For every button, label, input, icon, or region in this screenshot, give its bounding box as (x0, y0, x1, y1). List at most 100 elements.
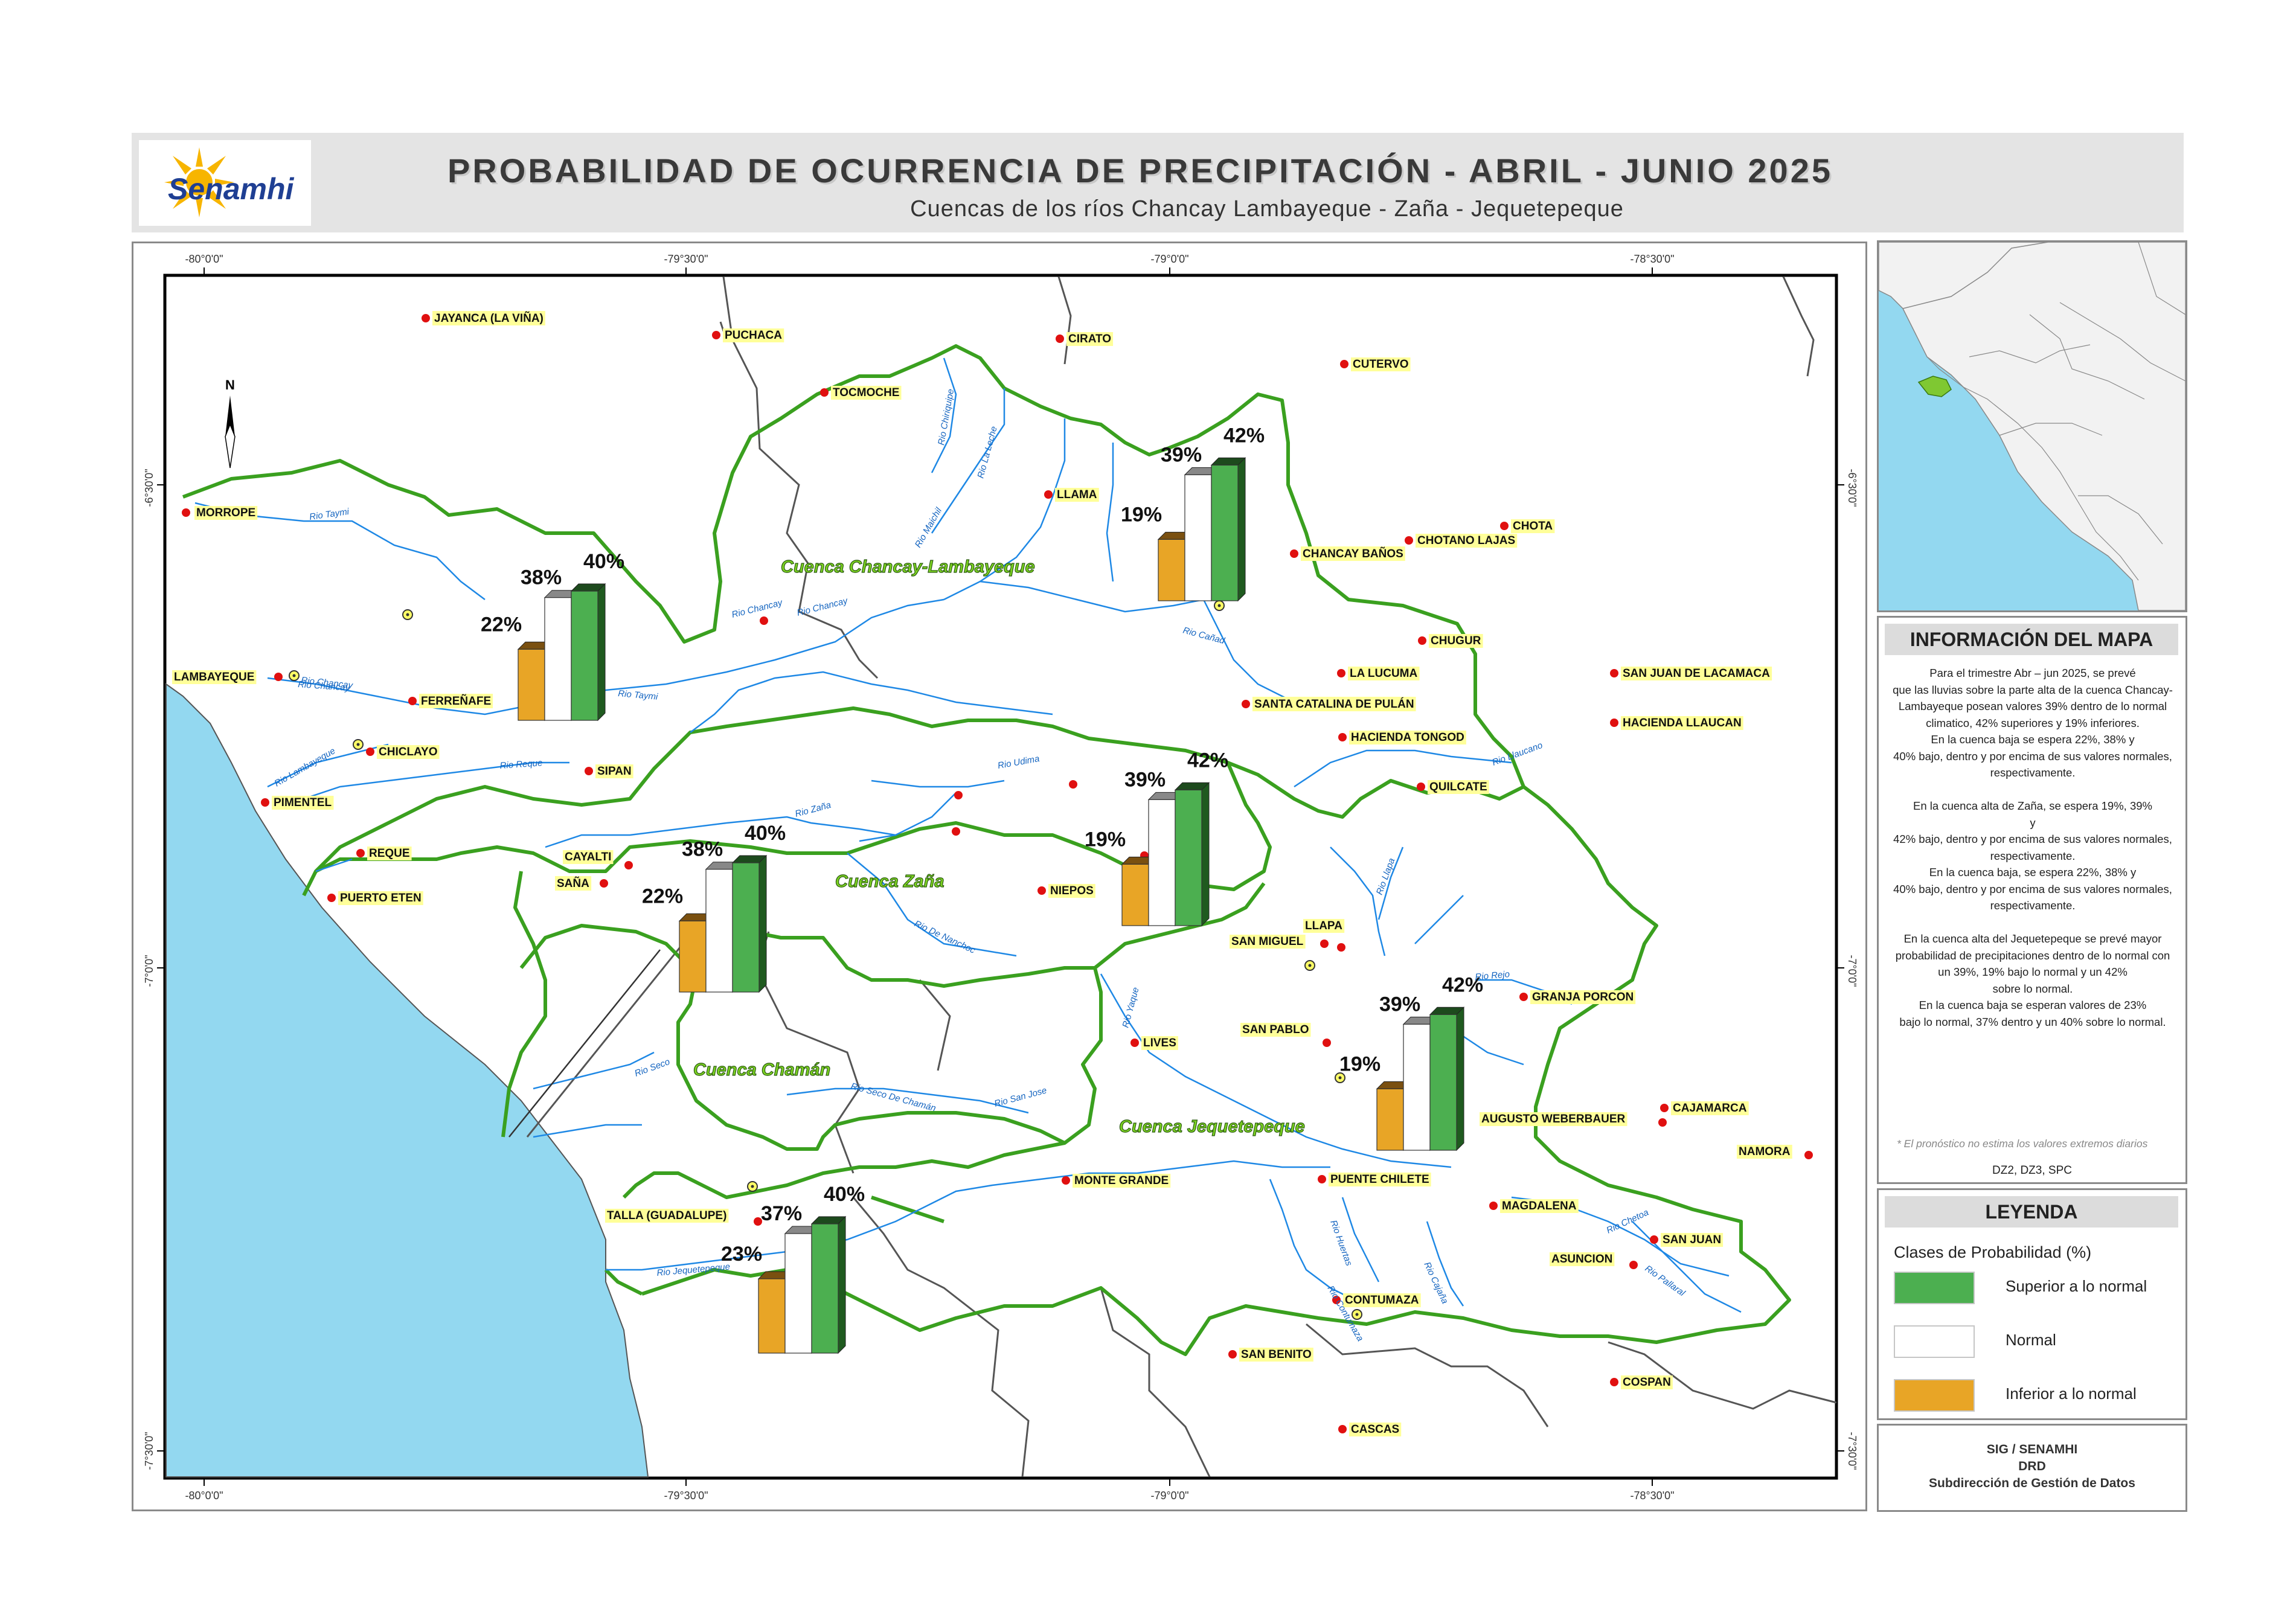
info-line: un 39%, 19% bajo lo normal y un 42% (1938, 965, 2128, 978)
station-label-bg (831, 386, 902, 400)
capital-marker-dot (356, 743, 360, 746)
coord-label-right: -7°0'0" (1846, 955, 1858, 987)
capital-marker-dot (1355, 1313, 1359, 1316)
sun-icon (164, 147, 234, 217)
bar-superior (571, 591, 598, 721)
info-heading: INFORMACIÓN DEL MAPA (1885, 624, 2178, 655)
chaman-boundary (519, 924, 1103, 1151)
info-line: En la cuenca alta de Zaña, se espera 19%… (1913, 799, 2152, 812)
info-line: 42% bajo, dentro y por encima de sus val… (1893, 833, 2172, 845)
north-arrow-icon: N (225, 377, 236, 469)
station-label: REQUE (369, 847, 410, 860)
station-marker (1337, 943, 1345, 952)
station-label-bg (419, 694, 493, 708)
info-footer: DZ2, DZ3, SPC (1992, 1164, 2072, 1177)
info-line: En la cuenca baja se esperan valores de … (1919, 999, 2147, 1011)
station-label: CHOTANO LAJAS (1417, 534, 1515, 547)
station-label: LA LUCUMA (1350, 667, 1417, 680)
station-label-bg (1737, 1145, 1792, 1159)
station-label-bg (1671, 1101, 1749, 1115)
bar-label-normal: 37% (761, 1202, 802, 1225)
bar-label-inferior: 22% (481, 613, 522, 636)
bar-label-inferior: 22% (642, 885, 683, 908)
capital-marker-dot (292, 674, 296, 677)
station-label-bg (1511, 519, 1555, 533)
station-marker (1228, 1350, 1237, 1359)
station-marker (1062, 1176, 1070, 1185)
probability-charts: 22% 38% 40% 19% 39% 42% 22% 38% 40% 19% 39% 42% 19% 3… (481, 424, 1483, 1354)
station-label-bg (1349, 1423, 1402, 1436)
station-label-bg (1252, 697, 1416, 711)
station-label: FERREÑAFE (421, 694, 491, 708)
station-marker (1044, 490, 1053, 499)
station-label-bg (172, 670, 257, 684)
svg-text:N: N (225, 377, 235, 392)
info-line: respectivamente. (1990, 849, 2076, 862)
station-marker (1056, 335, 1064, 343)
bar-superior (811, 1223, 839, 1354)
chart-jequetepeque-alta: 19% 39% 42% (1339, 973, 1483, 1151)
bar-label-inferior: 19% (1121, 503, 1162, 526)
legend-swatch (1894, 1325, 1975, 1358)
station-label-bg (1530, 990, 1636, 1004)
station-label: TALLA (GUADALUPE) (607, 1209, 726, 1222)
station-marker (600, 879, 608, 888)
coord-label-top: -80°0'0" (185, 253, 223, 265)
bar-superior (732, 862, 760, 993)
station-label-bg (1428, 780, 1489, 794)
bar-label-superior: 42% (1223, 424, 1265, 447)
info-text: Para el trimestre Abr – jun 2025, se pre… (1888, 665, 2178, 1030)
station-marker (760, 616, 768, 625)
station-marker (1660, 1104, 1669, 1112)
station-label: SAN JUAN DE LACAMACA (1623, 667, 1770, 680)
station-label: LAMBAYEQUE (174, 671, 254, 683)
station-label-bg (194, 506, 258, 520)
station-marker (1338, 1425, 1347, 1433)
info-panel: INFORMACIÓN DEL MAPA Para el trimestre A… (1877, 616, 2187, 1184)
legend-label: Superior a lo normal (2006, 1277, 2147, 1295)
station-label-bg (1621, 1375, 1673, 1389)
station-label-bg (1500, 1199, 1579, 1213)
station-label-bg (1621, 667, 1772, 680)
map-subtitle: Cuencas de los ríos Chancay Lambayeque -… (910, 196, 1624, 222)
coord-label-left: -7°0'0" (143, 955, 155, 987)
basin-label: Cuenca Chancay-Lambayeque (781, 557, 1035, 577)
logo-text: Senamhi (168, 172, 294, 206)
coord-label-right: -7°30'0" (1846, 1432, 1858, 1470)
chart-zana-alta: 19% 39% 42% (1085, 749, 1228, 927)
station-label: SAN JUAN (1663, 1234, 1721, 1246)
station-marker (356, 849, 365, 857)
station-label: MAGDALENA (1502, 1200, 1577, 1212)
station-marker (1610, 1378, 1618, 1386)
station-marker (1290, 549, 1298, 558)
station-label: SAÑA (557, 877, 589, 890)
station-marker (408, 697, 417, 705)
station-label-bg (1416, 534, 1518, 548)
station-marker (1610, 719, 1618, 727)
station-marker (1418, 636, 1426, 645)
station-label-bg (1230, 935, 1306, 949)
legend-label: Normal (2006, 1331, 2056, 1349)
station-marker (327, 894, 336, 902)
bar-label-normal: 39% (1161, 443, 1202, 466)
station-label-bg (1239, 1348, 1313, 1362)
station-label-bg (1055, 488, 1099, 502)
info-line: 40% bajo, dentro y por encima de sus val… (1893, 749, 2172, 763)
station-marker (1610, 669, 1618, 677)
station-marker (1338, 733, 1347, 741)
credits-line: DRD (2018, 1459, 2046, 1473)
station-label-bg (1661, 1233, 1724, 1247)
bar-normal (1403, 1023, 1431, 1151)
station-label: ASUNCION (1551, 1253, 1612, 1266)
legend-swatch (1894, 1272, 1975, 1304)
station-label-bg (555, 876, 592, 891)
senamhi-logo: Senamhi (139, 140, 311, 226)
peru-inset (1879, 242, 2185, 610)
station-label-bg (1073, 1174, 1171, 1188)
credits-panel: SIG / SENAMHI DRD Subdirección de Gestió… (1877, 1424, 2187, 1512)
station-label: HACIENDA LLAUCAN (1623, 717, 1742, 729)
map-title: PROBABILIDAD DE OCURRENCIA DE PRECIPITAC… (447, 152, 1833, 190)
info-line: y (2030, 816, 2036, 829)
river-label: Rio Chancay (298, 679, 351, 693)
bar-side (1456, 1007, 1464, 1151)
